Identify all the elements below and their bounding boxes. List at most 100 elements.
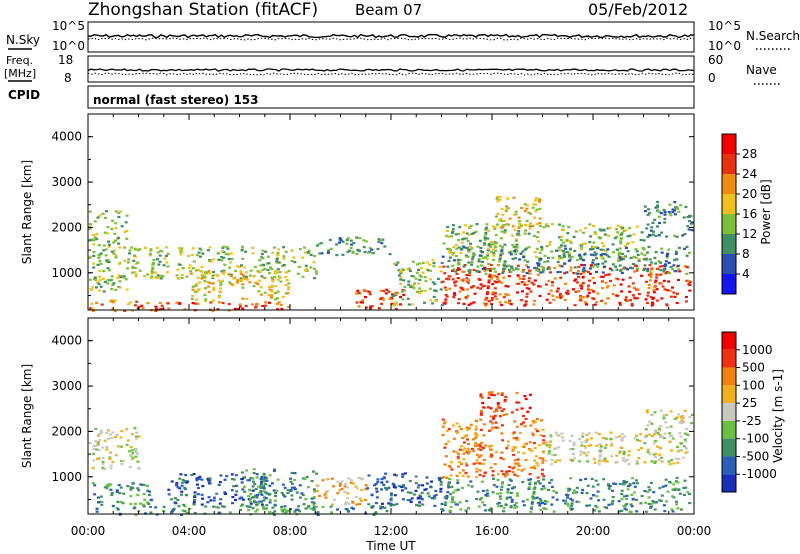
heatmap-cell: [364, 484, 368, 487]
heatmap-cell: [290, 471, 294, 475]
heatmap-cell: [597, 463, 601, 466]
heatmap-cell: [467, 443, 470, 446]
heatmap-cell: [275, 261, 279, 264]
heatmap-cell: [547, 266, 551, 269]
heatmap-cell: [247, 509, 251, 512]
heatmap-cell: [650, 460, 654, 463]
heatmap-cell: [484, 304, 488, 307]
heatmap-cell: [572, 441, 576, 444]
heatmap-cell: [516, 474, 520, 478]
heatmap-cell: [606, 227, 610, 230]
heatmap-cell: [472, 462, 476, 465]
heatmap-cell: [282, 493, 285, 497]
heatmap-cell: [212, 258, 216, 261]
heatmap-cell: [217, 296, 221, 299]
heatmap-cell: [230, 257, 234, 261]
heatmap-cell: [593, 281, 596, 285]
heatmap-cell: [565, 271, 569, 274]
heatmap-cell: [469, 423, 473, 426]
heatmap-cell: [487, 244, 491, 247]
heatmap-cell: [465, 273, 469, 277]
heatmap-cell: [615, 248, 619, 251]
heatmap-cell: [531, 432, 535, 435]
heatmap-cell: [381, 238, 385, 241]
heatmap-cell: [344, 482, 348, 485]
heatmap-cell: [119, 276, 123, 279]
time-axis: 00:00 04:00 08:00 12:00 16:00 20:00 00:00: [71, 524, 712, 538]
heatmap-cell: [88, 239, 92, 242]
heatmap-cell: [523, 203, 527, 206]
heatmap-cell: [107, 261, 111, 264]
heatmap-cell: [146, 489, 150, 492]
heatmap-cell: [488, 273, 492, 276]
heatmap-cell: [391, 293, 394, 296]
heatmap-cell: [124, 278, 128, 281]
heatmap-cell: [456, 481, 460, 484]
heatmap-cell: [470, 261, 474, 264]
heatmap-cell: [106, 232, 110, 235]
heatmap-cell: [491, 491, 495, 494]
heatmap-cell: [264, 483, 268, 486]
heatmap-cell: [652, 501, 656, 504]
heatmap-cell: [457, 261, 461, 264]
heatmap-cell: [464, 462, 468, 465]
heatmap-cell: [492, 484, 496, 487]
heatmap-cell: [404, 487, 408, 490]
heatmap-cell: [108, 279, 112, 282]
heatmap-cell: [621, 226, 625, 229]
heatmap-cell: [660, 494, 664, 497]
heatmap-cell: [575, 491, 579, 494]
heatmap-cell: [477, 259, 481, 262]
heatmap-cell: [379, 239, 383, 242]
heatmap-cell: [648, 258, 652, 261]
heatmap-cell: [579, 453, 583, 456]
heatmap-cell: [593, 509, 596, 512]
heatmap-cell: [609, 431, 613, 434]
heatmap-cell: [489, 245, 493, 248]
heatmap-cell: [665, 303, 669, 306]
heatmap-cell: [621, 278, 625, 281]
heatmap-cell: [482, 406, 486, 409]
heatmap-cell: [497, 505, 501, 508]
heatmap-cell: [593, 303, 597, 306]
heatmap-cell: [665, 413, 668, 417]
heatmap-cell: [575, 500, 579, 503]
heatmap-cell: [408, 269, 412, 273]
heatmap-cell: [364, 488, 368, 491]
heatmap-cell: [467, 279, 471, 282]
heatmap-cell: [530, 466, 534, 469]
heatmap-cell: [499, 497, 503, 501]
heatmap-cell: [243, 490, 247, 493]
heatmap-cell: [281, 264, 284, 267]
colorbar-tick-label: 4: [742, 267, 750, 281]
heatmap-cell: [626, 235, 630, 238]
heatmap-cell: [416, 290, 419, 293]
time-tick-label: 20:00: [576, 524, 611, 538]
heatmap-cell: [668, 289, 672, 292]
heatmap-cell: [597, 499, 601, 502]
heatmap-cell: [504, 284, 508, 288]
heatmap-cell: [447, 440, 451, 443]
heatmap-cell: [128, 465, 132, 469]
heatmap-cell: [653, 218, 657, 221]
heatmap-cell: [532, 303, 536, 306]
heatmap-cell: [351, 250, 355, 253]
heatmap-cell: [193, 495, 197, 498]
heatmap-cell: [538, 221, 542, 225]
heatmap-cell: [445, 295, 449, 298]
heatmap-cell: [180, 276, 184, 279]
heatmap-cell: [445, 430, 449, 433]
heatmap-cell: [241, 498, 245, 501]
heatmap-cell: [604, 260, 607, 263]
heatmap-cell: [665, 270, 669, 274]
nave-tick-top: 60: [708, 53, 723, 67]
heatmap-cell: [131, 452, 135, 455]
heatmap-cell: [594, 252, 598, 255]
heatmap-cell: [121, 502, 125, 505]
heatmap-cell: [287, 269, 291, 272]
heatmap-cell: [675, 500, 679, 503]
heatmap-cell: [686, 225, 690, 228]
heatmap-cell: [179, 253, 183, 256]
heatmap-cell: [350, 243, 354, 246]
heatmap-cell: [492, 274, 496, 277]
